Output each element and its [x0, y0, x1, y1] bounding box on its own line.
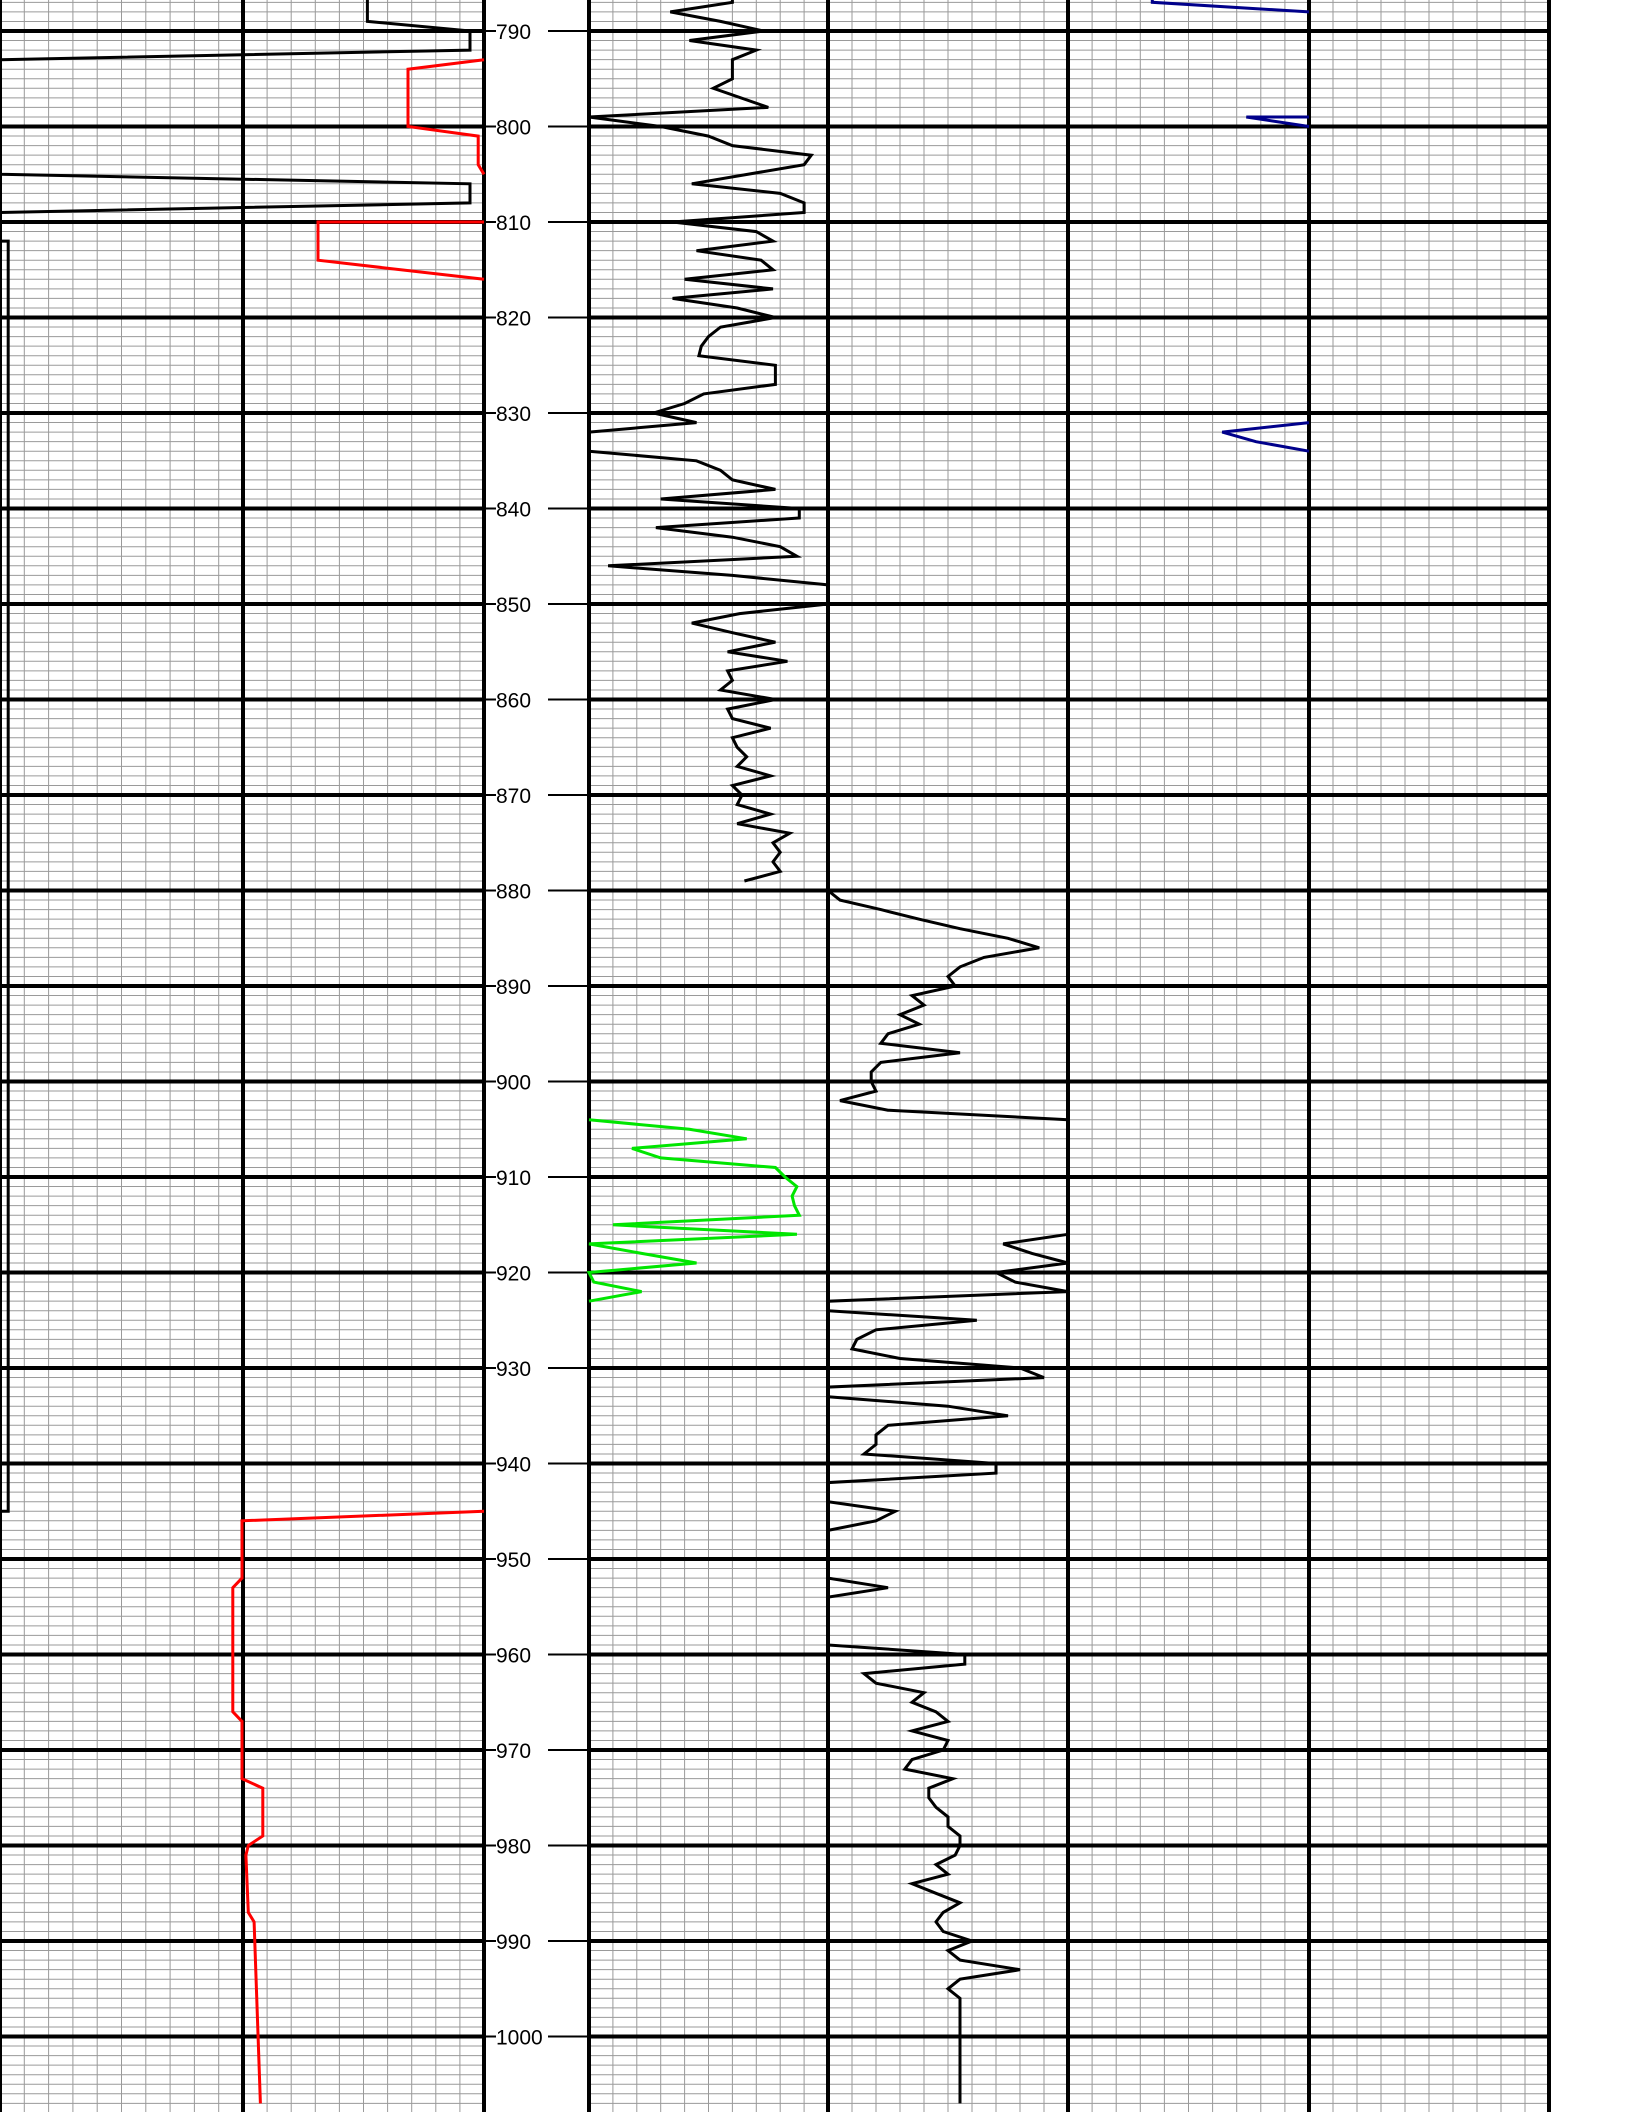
depth-label: 820	[496, 308, 531, 331]
log-curve	[1150, 0, 1310, 14]
log-curve	[0, 0, 472, 214]
depth-label: 860	[496, 690, 531, 713]
depth-label: 900	[496, 1072, 531, 1095]
depth-label: 850	[496, 594, 531, 617]
depth-label: 1000	[496, 2027, 543, 2050]
log-curve	[0, 239, 10, 1513]
depth-label: 870	[496, 785, 531, 808]
log-curve	[316, 220, 485, 281]
track-dividers	[0, 0, 1551, 2112]
depth-label: 950	[496, 1549, 531, 1572]
depth-label: 890	[496, 976, 531, 999]
depth-label: 980	[496, 1836, 531, 1859]
depth-label: 810	[496, 212, 531, 235]
depth-label: 800	[496, 117, 531, 140]
log-curve	[827, 889, 1069, 1122]
minor-gridlines	[0, 0, 1549, 2112]
depth-label: 830	[496, 403, 531, 426]
depth-axis: 790 800 810 820 830 840 850 860 870 880 890 900 910 9…	[484, 21, 589, 2050]
depth-label: 940	[496, 1454, 531, 1477]
log-curve	[826, 1232, 1069, 2104]
depth-label: 960	[496, 1645, 531, 1668]
depth-label: 790	[496, 21, 531, 44]
depth-label: 880	[496, 881, 531, 904]
log-curve	[231, 1509, 485, 2104]
depth-label: 990	[496, 1931, 531, 1954]
log-curve	[1246, 115, 1310, 128]
depth-label: 840	[496, 499, 531, 522]
log-curves	[0, 0, 1310, 2104]
log-curve	[1221, 421, 1310, 453]
depth-label: 930	[496, 1358, 531, 1381]
depth-label: 920	[496, 1263, 531, 1286]
log-curve	[406, 58, 486, 176]
log-curve	[586, 1118, 802, 1303]
log-curve	[587, 0, 830, 883]
depth-label: 970	[496, 1740, 531, 1763]
depth-label: 910	[496, 1167, 531, 1190]
